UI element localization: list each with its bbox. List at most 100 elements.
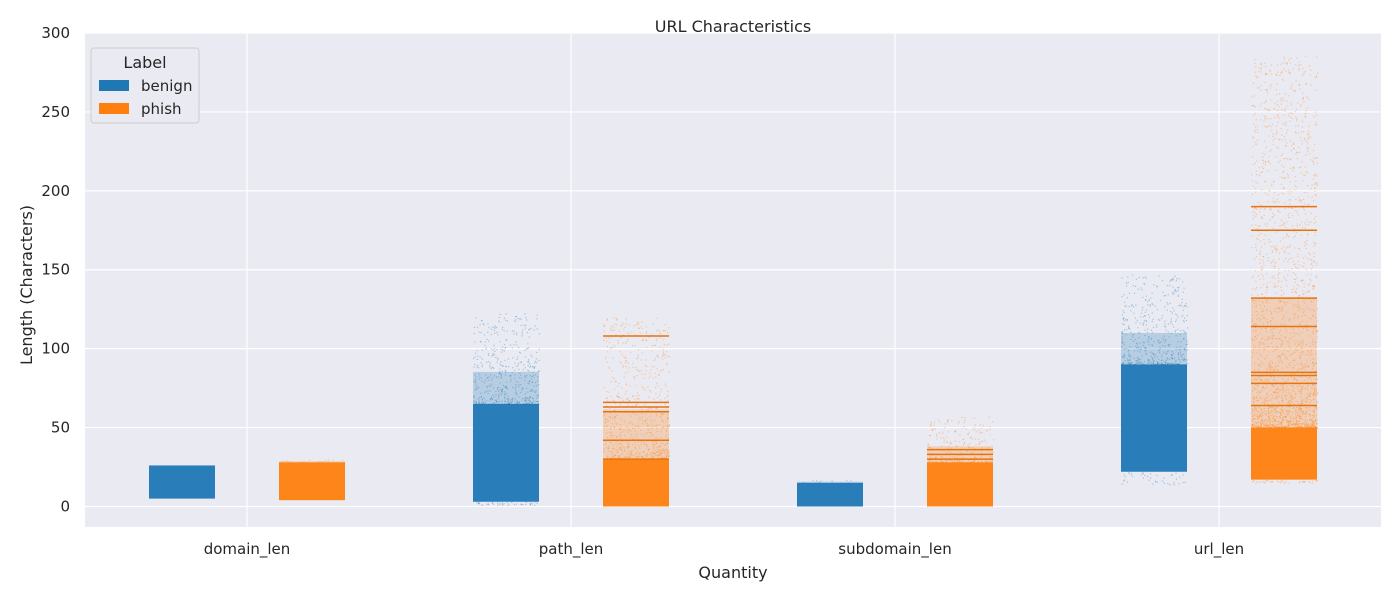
data-point: [625, 323, 627, 325]
data-point: [646, 339, 648, 342]
data-point: [1277, 392, 1279, 394]
data-point: [1313, 415, 1315, 417]
data-point: [529, 396, 531, 398]
data-point: [1303, 368, 1306, 371]
data-point: [1285, 389, 1287, 391]
data-point: [1278, 280, 1280, 282]
data-point: [646, 455, 648, 457]
data-point: [658, 424, 660, 426]
data-point: [1252, 288, 1254, 290]
data-point: [667, 418, 669, 420]
data-point: [1149, 359, 1151, 361]
data-point: [1149, 304, 1151, 306]
data-point: [1263, 482, 1265, 484]
data-point: [508, 400, 510, 403]
data-point: [1308, 125, 1310, 127]
data-point: [476, 388, 478, 390]
data-point: [1291, 113, 1294, 115]
data-point: [1252, 481, 1254, 483]
data-point: [1279, 310, 1281, 312]
data-point: [620, 397, 623, 399]
data-point: [1316, 336, 1318, 338]
data-point: [946, 420, 948, 422]
data-point: [610, 442, 612, 444]
data-point: [1186, 315, 1188, 317]
data-point: [1139, 351, 1141, 353]
data-point: [1157, 319, 1159, 321]
data-point: [1171, 312, 1173, 314]
data-point: [1281, 406, 1283, 408]
data-point: [1288, 318, 1291, 320]
data-point: [1164, 306, 1166, 308]
data-point: [1287, 423, 1289, 425]
data-point: [1267, 257, 1270, 259]
data-point: [633, 436, 635, 438]
data-point: [625, 442, 628, 444]
data-point: [1183, 317, 1186, 319]
data-point: [603, 339, 605, 342]
data-point: [536, 503, 538, 505]
data-point: [1278, 106, 1280, 108]
data-point: [497, 387, 500, 389]
data-point: [1274, 169, 1277, 171]
data-point: [664, 383, 666, 385]
data-point: [645, 339, 647, 341]
data-point: [1121, 363, 1123, 365]
data-point: [1136, 342, 1138, 344]
data-point: [529, 380, 531, 382]
data-point: [527, 369, 529, 371]
data-point: [1264, 180, 1266, 182]
data-point: [1183, 330, 1185, 332]
data-point: [473, 395, 475, 397]
data-point: [1183, 357, 1185, 359]
data-point: [606, 400, 608, 402]
data-point: [625, 360, 627, 362]
data-point: [1173, 363, 1175, 365]
data-point: [1295, 423, 1297, 425]
data-point: [1302, 411, 1304, 413]
data-point: [1300, 411, 1302, 413]
data-point: [622, 342, 624, 344]
data-point: [1302, 300, 1304, 302]
data-point: [1304, 419, 1306, 421]
data-point: [1272, 212, 1274, 215]
data-point: [641, 416, 643, 418]
data-point: [667, 427, 669, 429]
data-point: [1145, 320, 1147, 322]
data-point: [538, 333, 541, 335]
data-point: [1254, 71, 1256, 73]
data-point: [520, 504, 522, 506]
data-point: [495, 356, 497, 358]
data-point: [1281, 343, 1283, 345]
data-point: [1283, 251, 1285, 253]
data-point: [927, 444, 930, 446]
data-point: [1268, 155, 1270, 157]
data-point: [1305, 140, 1307, 142]
data-point: [529, 400, 531, 402]
data-point: [644, 389, 646, 391]
data-point: [1272, 422, 1275, 424]
data-point: [1122, 362, 1124, 364]
data-point: [1313, 218, 1315, 220]
data-point: [475, 388, 477, 390]
data-point: [1151, 320, 1153, 322]
data-point: [1265, 292, 1267, 294]
data-point: [1181, 358, 1183, 360]
data-point: [524, 327, 526, 329]
data-point: [1267, 194, 1269, 196]
data-point: [1280, 413, 1282, 415]
data-point: [607, 447, 609, 450]
data-point: [1127, 358, 1129, 360]
data-point: [1272, 385, 1274, 387]
data-point: [646, 446, 648, 448]
data-point: [489, 390, 491, 392]
data-point: [660, 388, 662, 390]
data-point: [1284, 269, 1286, 271]
data-point: [1123, 355, 1125, 357]
data-point: [501, 346, 504, 348]
data-point: [518, 368, 520, 370]
data-point: [616, 436, 618, 438]
data-point: [1256, 352, 1258, 354]
data-point: [1257, 379, 1259, 381]
data-point: [638, 426, 640, 429]
